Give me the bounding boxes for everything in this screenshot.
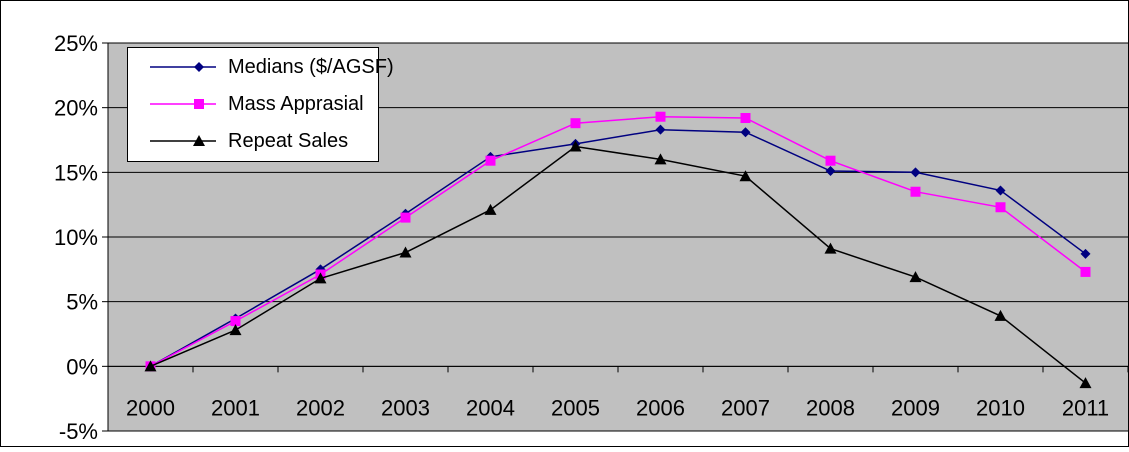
data-point-square [400, 212, 411, 223]
y-tick-label: 5% [66, 290, 98, 315]
legend: Medians ($/AGSF) Mass Apprasial Repeat S… [127, 47, 394, 162]
x-tick-label: 2007 [721, 395, 770, 420]
x-tick-label: 2009 [891, 395, 940, 420]
x-tick-label: 2005 [551, 395, 600, 420]
series-line [150, 145, 1086, 384]
data-point-triangle [824, 242, 837, 254]
data-point-triangle [909, 271, 922, 283]
x-tick-label: 2002 [296, 395, 345, 420]
x-tick-label: 2010 [976, 395, 1025, 420]
data-point-triangle [739, 170, 752, 182]
y-tick-label: 15% [54, 160, 98, 185]
data-point-square [230, 316, 241, 327]
legend-label-repeat-sales: Repeat Sales [228, 130, 349, 152]
series-line [150, 128, 1086, 367]
data-point-triangle [229, 324, 242, 336]
data-point-square [825, 155, 836, 166]
series-group [144, 111, 1092, 389]
data-point-diamond [1080, 248, 1091, 259]
x-tick-label: 2011 [1062, 395, 1109, 420]
data-point-square [485, 155, 496, 166]
legend-swatch-repeat-sales [150, 135, 216, 146]
triangle-marker-icon [193, 135, 205, 146]
data-point-triangle [314, 272, 327, 284]
diamond-marker-icon [194, 62, 204, 72]
series-line [150, 115, 1086, 367]
y-tick-label: -5% [59, 419, 98, 444]
data-point-square [995, 202, 1006, 213]
x-tick-label: 2000 [126, 395, 175, 420]
data-point-diamond [995, 185, 1006, 196]
legend-item-medians: Medians ($/AGSF) [128, 55, 394, 79]
legend-swatch-medians [150, 62, 216, 72]
data-point-square [1080, 266, 1091, 277]
legend-label-mass-apprasial: Mass Apprasial [228, 93, 364, 115]
data-point-diamond [740, 127, 751, 138]
x-tick-label: 2008 [806, 395, 855, 420]
data-point-triangle [144, 360, 157, 372]
data-point-square [740, 113, 751, 124]
x-tick-label: 2006 [636, 395, 685, 420]
data-point-triangle [399, 246, 412, 258]
square-marker-icon [194, 99, 204, 109]
data-point-square [910, 186, 921, 197]
data-point-diamond [910, 167, 921, 178]
legend-label-medians: Medians ($/AGSF) [228, 56, 394, 78]
data-point-square [655, 111, 666, 122]
x-tick-label: 2004 [466, 395, 515, 420]
legend-item-mass-apprasial: Mass Apprasial [128, 92, 378, 116]
series-triangle [144, 140, 1092, 389]
legend-swatch-mass-apprasial [150, 99, 216, 109]
y-axis: -5% 0% 5% 10% 15% 20% 25% [54, 31, 109, 444]
data-point-diamond [825, 166, 836, 177]
y-tick-label: 0% [66, 354, 98, 379]
data-point-triangle [569, 140, 582, 152]
y-tick-label: 25% [54, 31, 98, 56]
data-point-diamond [655, 124, 666, 135]
data-point-triangle [484, 203, 497, 215]
x-axis: 2000 2001 2002 2003 2004 2005 2006 2007 2008 2009… [107, 365, 1129, 420]
x-tick-label: 2001 [211, 395, 260, 420]
legend-item-repeat-sales: Repeat Sales [128, 129, 378, 153]
data-point-triangle [994, 309, 1007, 321]
data-point-square [570, 118, 581, 129]
data-point-triangle [654, 153, 667, 165]
y-tick-label: 20% [54, 96, 98, 121]
y-tick-label: 10% [54, 225, 98, 250]
x-tick-label: 2003 [381, 395, 430, 420]
data-point-triangle [1079, 377, 1092, 389]
